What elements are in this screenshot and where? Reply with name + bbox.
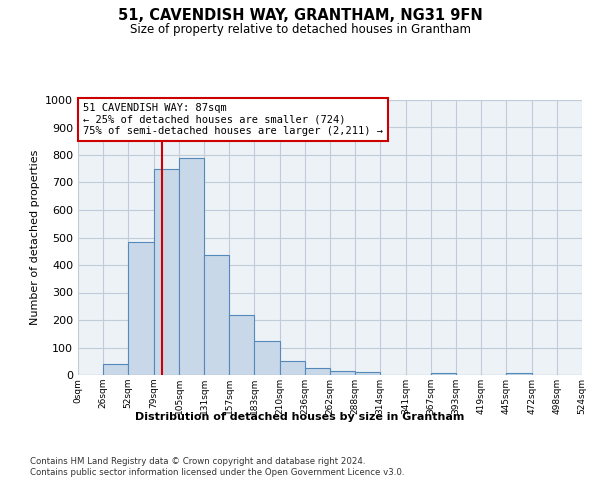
Bar [330,371,355,375]
Bar [305,368,330,375]
Text: Distribution of detached houses by size in Grantham: Distribution of detached houses by size … [136,412,464,422]
Bar [128,242,154,375]
Bar [254,340,280,375]
Text: 51, CAVENDISH WAY, GRANTHAM, NG31 9FN: 51, CAVENDISH WAY, GRANTHAM, NG31 9FN [118,8,482,22]
Bar [154,169,179,375]
Bar [103,364,128,375]
Bar [179,158,204,375]
Bar [229,314,254,375]
Bar [431,373,456,375]
Text: Contains HM Land Registry data © Crown copyright and database right 2024.
Contai: Contains HM Land Registry data © Crown c… [30,458,404,477]
Bar [355,372,380,375]
Y-axis label: Number of detached properties: Number of detached properties [29,150,40,325]
Bar [280,361,305,375]
Bar [506,373,532,375]
Bar [204,256,229,375]
Text: 51 CAVENDISH WAY: 87sqm
← 25% of detached houses are smaller (724)
75% of semi-d: 51 CAVENDISH WAY: 87sqm ← 25% of detache… [83,103,383,136]
Text: Size of property relative to detached houses in Grantham: Size of property relative to detached ho… [130,22,470,36]
